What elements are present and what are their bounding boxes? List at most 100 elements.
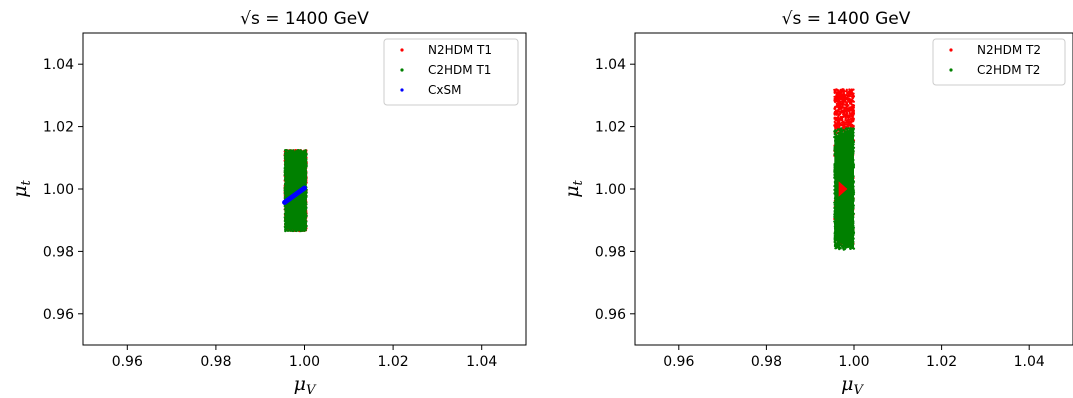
data-point xyxy=(835,112,838,115)
data-point xyxy=(833,117,836,120)
data-region xyxy=(284,150,307,232)
data-point xyxy=(833,110,837,114)
data-point xyxy=(845,114,848,117)
data-point xyxy=(842,109,845,112)
x-tick-label: 1.00 xyxy=(289,354,320,370)
data-point xyxy=(852,109,855,112)
data-point xyxy=(845,101,848,104)
legend-marker xyxy=(400,88,404,92)
data-point xyxy=(835,118,839,121)
data-point xyxy=(846,115,849,118)
y-tick-label: 1.02 xyxy=(43,120,74,136)
data-point xyxy=(837,114,841,117)
data-point xyxy=(852,112,856,115)
data-point xyxy=(292,149,295,152)
data-point xyxy=(833,120,836,123)
data-point xyxy=(837,94,840,97)
data-point xyxy=(834,105,837,108)
data-point xyxy=(847,124,851,127)
y-axis-label: μt xyxy=(9,179,34,197)
data-point xyxy=(851,115,854,119)
data-point xyxy=(285,149,288,152)
data-point xyxy=(852,117,855,120)
legend-marker xyxy=(400,68,404,72)
chart-panel-1: 0.96 0.98 1.00 1.02 1.040.960.981.001.021.04… xyxy=(9,9,527,398)
data-point xyxy=(851,97,854,100)
data-point xyxy=(842,88,845,91)
data-point xyxy=(849,101,852,104)
data-point xyxy=(842,111,845,114)
legend-label: C2HDM T1 xyxy=(428,63,491,77)
data-point xyxy=(850,88,854,91)
data-point xyxy=(833,113,836,116)
y-tick-label: 1.00 xyxy=(43,182,74,198)
x-tick-label: 0.98 xyxy=(200,354,231,370)
legend-label: N2HDM T1 xyxy=(428,43,492,57)
y-tick-label: 0.98 xyxy=(43,244,74,260)
data-point xyxy=(847,95,850,98)
data-point xyxy=(837,119,841,122)
data-point xyxy=(846,121,849,124)
series-c2hdm-t1 xyxy=(283,149,308,233)
legend-marker xyxy=(400,48,404,52)
data-point xyxy=(844,99,847,102)
data-point xyxy=(846,104,849,107)
y-tick-label: 0.96 xyxy=(43,307,74,323)
data-point xyxy=(840,123,843,126)
data-point xyxy=(833,132,836,136)
plot-area-2 xyxy=(833,88,856,251)
data-point xyxy=(842,101,845,104)
data-point xyxy=(847,90,851,93)
data-point xyxy=(852,104,856,107)
data-line xyxy=(282,185,307,205)
data-point xyxy=(836,110,840,113)
data-point xyxy=(842,115,845,118)
data-point xyxy=(841,118,844,122)
data-point xyxy=(845,90,848,93)
chart-panel-2: 0.96 0.98 1.00 1.02 1.040.960.981.001.021.04… xyxy=(561,9,1073,398)
data-point xyxy=(840,116,843,119)
data-point xyxy=(850,108,853,111)
data-point xyxy=(841,120,844,124)
data-point xyxy=(852,100,856,103)
data-point xyxy=(844,96,848,99)
data-point xyxy=(848,109,852,112)
series-c2hdm-t2 xyxy=(833,127,856,251)
data-point xyxy=(837,117,841,120)
data-point xyxy=(848,112,851,115)
data-point xyxy=(844,119,847,122)
x-tick-label: 0.96 xyxy=(112,354,143,370)
data-point xyxy=(848,106,851,109)
data-point xyxy=(286,229,289,232)
data-point xyxy=(841,245,844,248)
data-point xyxy=(289,149,292,152)
data-point xyxy=(836,124,839,127)
legend-box xyxy=(383,38,519,106)
data-point xyxy=(850,106,853,109)
data-point xyxy=(842,90,845,93)
data-point xyxy=(834,241,837,244)
x-tick-label: 1.02 xyxy=(378,354,409,370)
data-point xyxy=(840,106,843,109)
data-point xyxy=(836,104,839,107)
data-point xyxy=(845,98,848,101)
data-point xyxy=(842,99,845,102)
data-point xyxy=(839,247,842,250)
y-tick-label: 1.04 xyxy=(43,57,74,73)
data-point xyxy=(840,111,843,114)
data-point xyxy=(838,91,841,94)
data-point xyxy=(849,127,852,130)
data-point xyxy=(837,99,841,102)
data-point xyxy=(844,117,847,120)
data-point xyxy=(833,107,836,110)
data-point xyxy=(842,95,845,98)
data-point xyxy=(833,88,836,91)
data-point xyxy=(850,114,853,117)
data-point xyxy=(291,229,294,233)
data-point xyxy=(846,92,849,95)
plot-area-1 xyxy=(282,149,308,233)
data-point xyxy=(833,95,836,98)
